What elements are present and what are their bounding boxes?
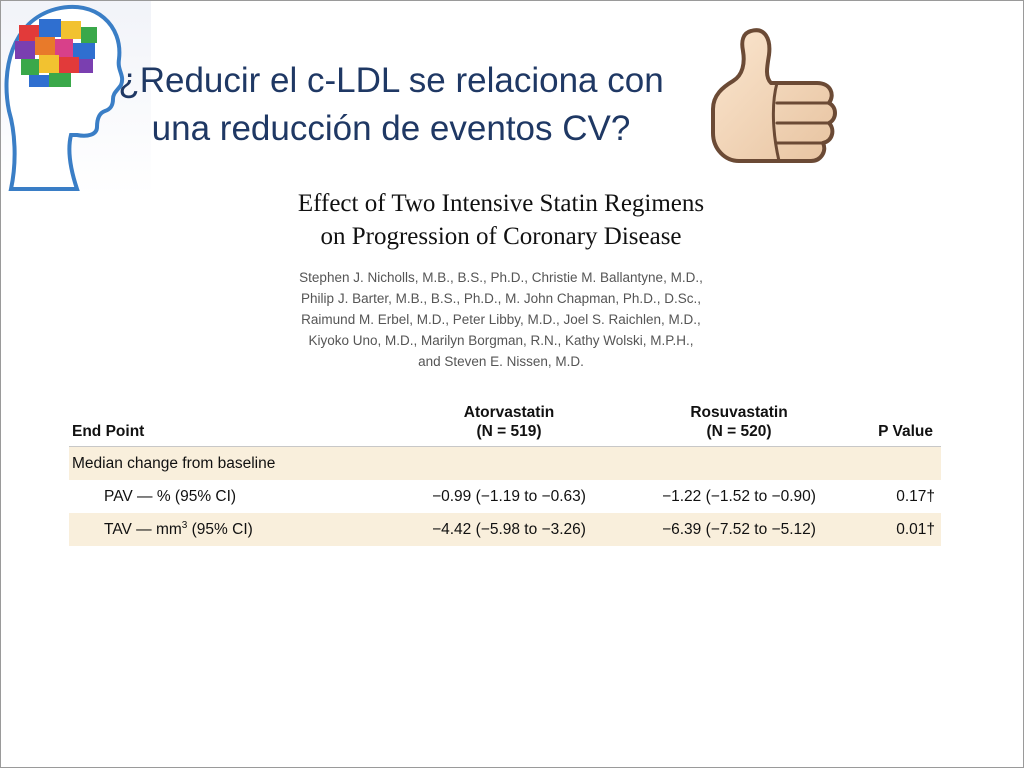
group-label: Median change from baseline [72, 454, 276, 472]
author-line: and Steven E. Nissen, M.D. [418, 354, 584, 369]
row-label: TAV — mm3 (95% CI) [69, 513, 394, 546]
slide-title-line-2: una reducción de eventos CV? [151, 109, 631, 148]
row-label-text: TAV — mm [104, 520, 182, 538]
row-label: PAV — % (95% CI) [104, 487, 237, 505]
header-atorvastatin-n: (N = 519) [476, 423, 542, 440]
cell-rosuvastatin: −1.22 (−1.52 to −0.90) [662, 487, 816, 505]
table-row: PAV — % (95% CI) −0.99 (−1.19 to −0.63) … [69, 480, 941, 513]
table-row: TAV — mm3 (95% CI) −4.42 (−5.98 to −3.26… [69, 513, 941, 546]
header-rosuvastatin-name: Rosuvastatin [690, 404, 788, 421]
cell-p-value: 0.01† [896, 520, 935, 538]
cell-p-value: 0.17† [896, 487, 935, 505]
article-title-line-1: Effect of Two Intensive Statin Regimens [297, 190, 705, 217]
header-endpoint: End Point [72, 423, 145, 440]
thumbs-up-icon [711, 28, 837, 163]
article-authors: Stephen J. Nicholls, M.B., B.S., Ph.D., … [241, 267, 761, 372]
header-rosuvastatin: Rosuvastatin (N = 520) [624, 393, 854, 447]
header-p-value: P Value [878, 423, 933, 440]
article-title: Effect of Two Intensive Statin Regimens … [201, 187, 801, 253]
header-atorvastatin: Atorvastatin (N = 519) [394, 393, 624, 447]
slide-title-line-1: ¿Reducir el c-LDL se relaciona con [118, 61, 664, 100]
cell-atorvastatin: −0.99 (−1.19 to −0.63) [432, 487, 586, 505]
author-line: Stephen J. Nicholls, M.B., B.S., Ph.D., … [299, 270, 703, 285]
author-line: Kiyoko Uno, M.D., Marilyn Borgman, R.N.,… [308, 333, 694, 348]
cell-atorvastatin: −4.42 (−5.98 to −3.26) [432, 520, 586, 538]
row-label-superscript: 3 [181, 519, 188, 531]
puzzle-brain [15, 19, 97, 87]
article-title-line-2: on Progression of Coronary Disease [320, 223, 682, 250]
table-group-row: Median change from baseline [69, 446, 941, 480]
head-puzzle-logo-icon [4, 5, 125, 191]
row-label-suffix: (95% CI) [187, 520, 253, 538]
header-rosuvastatin-n: (N = 520) [706, 423, 772, 440]
author-line: Philip J. Barter, M.B., B.S., Ph.D., M. … [301, 291, 701, 306]
table-header-row: End Point Atorvastatin (N = 519) Rosuvas… [69, 393, 941, 447]
cell-rosuvastatin: −6.39 (−7.52 to −5.12) [662, 520, 816, 538]
slide-title: ¿Reducir el c-LDL se relaciona con una r… [61, 57, 721, 153]
author-line: Raimund M. Erbel, M.D., Peter Libby, M.D… [301, 312, 701, 327]
results-table: End Point Atorvastatin (N = 519) Rosuvas… [69, 393, 941, 546]
header-atorvastatin-name: Atorvastatin [463, 404, 555, 421]
